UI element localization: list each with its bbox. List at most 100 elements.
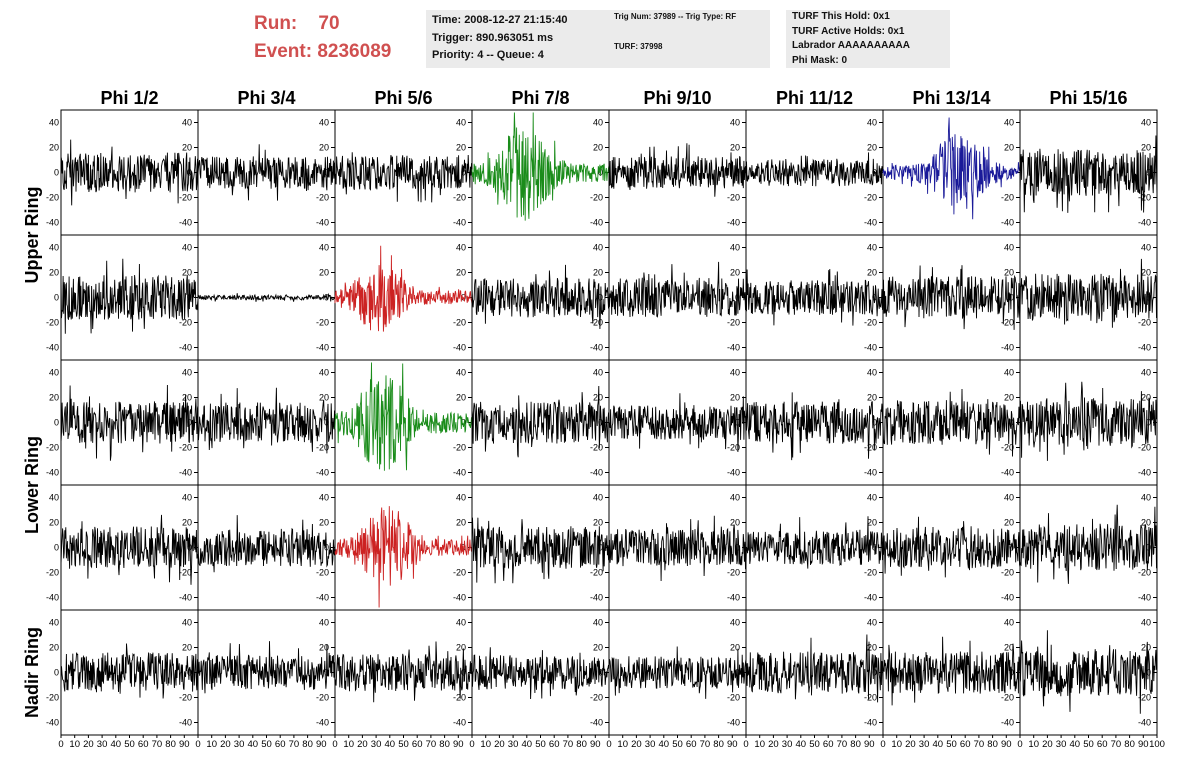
y-tick-label-r1-c5: 40	[730, 118, 740, 128]
y-tick-label-r1-c6: 40	[867, 118, 877, 128]
waveform-r4-c8	[1019, 504, 1158, 584]
y-tick-label-r2-c5: 40	[730, 243, 740, 253]
left-y-tick-label-r2: -40	[46, 343, 59, 353]
y-tick-label-r4-c1: -20	[179, 568, 192, 578]
x-tick-label-c8: 90	[1138, 739, 1149, 750]
x-tick-label-c1: 40	[111, 739, 122, 750]
y-tick-label-r1-c4: 40	[593, 118, 603, 128]
y-tick-label-r4-c3: -40	[453, 593, 466, 603]
y-tick-label-r2-c2: -40	[316, 343, 329, 353]
waveform-r5-c3	[334, 641, 473, 703]
y-tick-label-r4-c4: 20	[593, 518, 603, 528]
x-tick-label-c8: 20	[1042, 739, 1053, 750]
priority-text: Priority: 4 -- Queue: 4	[432, 49, 544, 61]
left-y-tick-label-r4: -40	[46, 593, 59, 603]
y-tick-label-r3-c2: -40	[316, 468, 329, 478]
column-header-1: Phi 1/2	[100, 88, 158, 108]
x-tick-label-c4: 60	[549, 739, 560, 750]
y-tick-label-r5-c8: -20	[1138, 693, 1151, 703]
x-tick-label-c5: 0	[606, 739, 611, 750]
x-tick-label-c6: 70	[837, 739, 848, 750]
event-value: 8236089	[317, 41, 392, 62]
waveform-r3-c8	[1019, 381, 1158, 461]
x-tick-label-c2: 80	[302, 739, 313, 750]
x-tick-label-c2: 20	[220, 739, 231, 750]
y-tick-label-r3-c2: 20	[319, 393, 329, 403]
panel-frame-r2-c8	[1019, 234, 1158, 361]
left-y-tick-label-r4: -20	[46, 568, 59, 578]
waveform-r1-c4	[471, 112, 610, 221]
y-tick-label-r2-c5: 20	[730, 268, 740, 278]
y-tick-label-r1-c7: 40	[1004, 118, 1014, 128]
y-tick-label-r1-c3: 20	[456, 143, 466, 153]
x-tick-label-c3: 10	[343, 739, 354, 750]
x-tick-label-c2: 30	[234, 739, 245, 750]
y-tick-label-r1-c1: -20	[179, 193, 192, 203]
y-tick-label-r4-c2: 40	[319, 493, 329, 503]
y-tick-label-r2-c5: -20	[727, 318, 740, 328]
y-tick-label-r3-c7: 40	[1004, 368, 1014, 378]
x-tick-label-c2: 70	[289, 739, 300, 750]
y-tick-label-r2-c2: -20	[316, 318, 329, 328]
x-tick-label-c5: 10	[617, 739, 628, 750]
waveform-r2-c5	[608, 261, 747, 318]
y-tick-label-r3-c4: 40	[593, 368, 603, 378]
y-tick-label-r3-c6: -40	[864, 468, 877, 478]
trigger-text: Trigger: 890.963051 ms	[432, 31, 554, 44]
y-tick-label-r3-c5: -40	[727, 468, 740, 478]
left-y-tick-label-r4: 20	[49, 518, 59, 528]
x-tick-label-c3: 60	[412, 739, 423, 750]
y-tick-label-r1-c3: -40	[453, 218, 466, 228]
turf-num-text: TURF: 37998	[614, 42, 663, 51]
y-tick-label-r5-c5: -40	[727, 718, 740, 728]
waveform-r4-c5	[608, 515, 747, 582]
waveform-r5-c8	[1019, 630, 1158, 714]
y-tick-label-r5-c7: 20	[1004, 643, 1014, 653]
time-text: Time: 2008-12-27 21:15:40	[432, 14, 568, 26]
x-tick-label-c7: 20	[905, 739, 916, 750]
y-tick-label-r3-c6: 0	[872, 418, 877, 428]
left-y-tick-label-r2: -20	[46, 318, 59, 328]
y-tick-label-r2-c3: 20	[456, 268, 466, 278]
y-tick-label-r1-c8: 20	[1141, 143, 1151, 153]
y-tick-label-r5-c8: 20	[1141, 643, 1151, 653]
x-tick-label-c6: 0	[743, 739, 748, 750]
y-tick-label-r4-c2: -40	[316, 593, 329, 603]
y-tick-label-r1-c5: -20	[727, 193, 740, 203]
y-tick-label-r2-c8: -40	[1138, 343, 1151, 353]
y-tick-label-r1-c2: 0	[324, 168, 329, 178]
y-tick-label-r4-c2: 20	[319, 518, 329, 528]
y-tick-label-r4-c8: 20	[1141, 518, 1151, 528]
y-tick-label-r2-c4: -20	[590, 318, 603, 328]
y-tick-label-r3-c3: 40	[456, 368, 466, 378]
y-tick-label-r5-c5: 20	[730, 643, 740, 653]
x-tick-label-c1: 70	[152, 739, 163, 750]
y-tick-label-r1-c3: 40	[456, 118, 466, 128]
y-tick-label-r5-c6: -40	[864, 718, 877, 728]
y-tick-label-r2-c6: 0	[872, 293, 877, 303]
run-label: Run:	[254, 13, 298, 34]
waveform-r5-c1	[60, 643, 199, 699]
y-tick-label-r5-c3: -40	[453, 718, 466, 728]
y-tick-label-r4-c5: 40	[730, 493, 740, 503]
y-tick-label-r5-c3: 40	[456, 618, 466, 628]
y-tick-label-r1-c5: 20	[730, 143, 740, 153]
waveform-r1-c7	[882, 117, 1021, 220]
x-tick-label-c4: 0	[469, 739, 474, 750]
waveform-r3-c4	[471, 385, 610, 458]
y-tick-label-r1-c1: 40	[182, 118, 192, 128]
x-tick-label-c6: 60	[823, 739, 834, 750]
x-tick-label-c3: 70	[426, 739, 437, 750]
y-tick-label-r4-c6: -40	[864, 593, 877, 603]
waveform-r5-c4	[471, 645, 610, 700]
waveform-r4-c6	[745, 516, 884, 569]
x-tick-label-c8: 40	[1070, 739, 1081, 750]
y-tick-label-r4-c3: 0	[461, 543, 466, 553]
x-tick-label-c1: 20	[83, 739, 94, 750]
waveform-r3-c3	[334, 362, 473, 471]
y-tick-label-r4-c2: -20	[316, 568, 329, 578]
column-header-6: Phi 11/12	[776, 88, 853, 108]
x-tick-label-c7: 10	[891, 739, 902, 750]
x-tick-label-c4: 90	[590, 739, 601, 750]
y-tick-label-r1-c2: 40	[319, 118, 329, 128]
